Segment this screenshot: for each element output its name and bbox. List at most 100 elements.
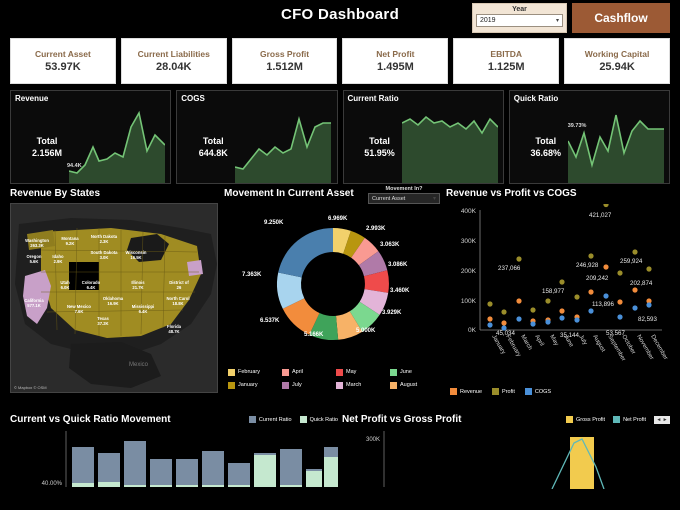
profit-combo-chart[interactable]: 300K bbox=[342, 427, 670, 490]
scatter-svg: 400K 300K 200K 100K 0K bbox=[461, 201, 668, 362]
svg-text:113,896: 113,896 bbox=[592, 301, 614, 308]
legend-label: Gross Profit bbox=[576, 416, 606, 423]
legend-swatch bbox=[336, 368, 343, 376]
sparkline-total-value: 51.95% bbox=[364, 148, 395, 158]
kpi-row: Current Asset 53.97K Current Liabilities… bbox=[0, 38, 680, 84]
legend-item[interactable]: Net Profit bbox=[613, 416, 646, 423]
kpi-card-current-liabilities[interactable]: Current Liabilities 28.04K bbox=[120, 38, 227, 84]
sparkline-total-label: Total bbox=[369, 136, 390, 146]
svg-text:February: February bbox=[504, 334, 521, 358]
map-state-label: North Carol 18.8K bbox=[166, 296, 190, 306]
revenue-profit-cogs-panel: Revenue vs Profit vs COGS 400K 300K 200K… bbox=[446, 188, 668, 410]
svg-text:209,242: 209,242 bbox=[586, 275, 609, 282]
kpi-label: Gross Profit bbox=[260, 49, 310, 59]
svg-text:35,144: 35,144 bbox=[560, 332, 579, 339]
legend-item[interactable]: July bbox=[282, 379, 334, 391]
map-state-label: South Dakota 3.0K bbox=[90, 250, 118, 260]
donut-value-label: 9.250K bbox=[264, 220, 284, 226]
mid-row: Revenue By States bbox=[0, 184, 680, 410]
map-state-label: Wisconsin 16.5K bbox=[125, 250, 147, 260]
sparkline-total: Total 2.156M bbox=[19, 135, 75, 159]
kpi-card-current-asset[interactable]: Current Asset 53.97K bbox=[10, 38, 116, 84]
sparkline-total-label: Total bbox=[36, 136, 58, 146]
legend-item[interactable]: February bbox=[228, 366, 280, 378]
legend-item[interactable]: January bbox=[228, 379, 280, 391]
year-filter[interactable]: Year 2019 ▾ bbox=[472, 3, 567, 33]
map-state-label: Mississippi 6.4K bbox=[131, 304, 155, 314]
svg-text:82,593: 82,593 bbox=[638, 316, 657, 323]
kpi-card-working-capital[interactable]: Working Capital 25.94K bbox=[564, 38, 670, 84]
legend-item[interactable]: May bbox=[336, 366, 388, 378]
kpi-label: EBITDA bbox=[490, 49, 523, 59]
kpi-value: 1.495M bbox=[377, 61, 414, 73]
svg-text:259,924: 259,924 bbox=[620, 258, 643, 265]
donut-chart[interactable]: 9.250K 6.969K 2.993K 3.063K 3.086K 3.460… bbox=[224, 206, 442, 366]
movement-select[interactable]: Current Asset ▾ bbox=[368, 193, 440, 204]
svg-text:400K: 400K bbox=[461, 208, 477, 215]
chart-scroll-button[interactable]: ◄ ► bbox=[654, 415, 670, 424]
sparkline-total-value: 2.156M bbox=[31, 148, 63, 158]
svg-text:April: April bbox=[533, 334, 544, 347]
sparkline-title: COGS bbox=[181, 94, 205, 103]
map-state-label: Oklahoma 16.9K bbox=[102, 296, 124, 306]
kpi-card-ebitda[interactable]: EBITDA 1.125M bbox=[453, 38, 560, 84]
legend-label: Quick Ratio bbox=[309, 416, 338, 423]
donut-title: Movement In Current Asset bbox=[224, 188, 354, 199]
scatter-chart[interactable]: 400K 300K 200K 100K 0K bbox=[446, 201, 668, 384]
legend-item[interactable]: Quick Ratio bbox=[299, 416, 338, 423]
bottom-left-header: Current vs Quick Ratio Movement Current … bbox=[10, 414, 338, 425]
movement-in-current-asset-panel: Movement In Current Asset Movement In? C… bbox=[224, 186, 442, 410]
cashflow-button[interactable]: Cashflow bbox=[572, 3, 670, 33]
svg-text:300K: 300K bbox=[461, 238, 477, 245]
legend-swatch bbox=[566, 416, 574, 423]
legend-label: August bbox=[400, 382, 418, 388]
map-state-label: Oregon 5.6K bbox=[26, 254, 42, 264]
legend-item[interactable]: Revenue bbox=[450, 388, 482, 395]
svg-text:158,977: 158,977 bbox=[542, 288, 565, 295]
legend-item[interactable]: COGS bbox=[524, 388, 551, 395]
map-state-label: District of 26 bbox=[169, 280, 189, 290]
svg-text:May: May bbox=[548, 334, 559, 347]
sparkline-card-revenue[interactable]: Revenue Total 2.156M 94.4K bbox=[10, 90, 172, 184]
ratio-bar-chart[interactable]: 40.00% bbox=[10, 427, 338, 489]
year-select[interactable]: 2019 ▾ bbox=[476, 14, 563, 27]
legend-swatch bbox=[524, 388, 532, 395]
legend-item[interactable]: Profit bbox=[492, 388, 515, 395]
us-revenue-map[interactable]: Washington 263.3K Montana 9.2K North Dakot… bbox=[10, 203, 218, 393]
donut-value-label: 3.086K bbox=[388, 262, 408, 268]
sparkline-total-label: Total bbox=[202, 136, 224, 146]
sparkline-card-quick-ratio[interactable]: Quick Ratio Total 36.68% 39.73% bbox=[508, 90, 670, 184]
legend-swatch bbox=[390, 368, 397, 376]
sparkline-card-current-ratio[interactable]: Current Ratio Total 51.95% bbox=[342, 90, 504, 184]
svg-text:0K: 0K bbox=[468, 327, 477, 334]
year-select-value: 2019 bbox=[480, 17, 496, 24]
legend-item[interactable]: August bbox=[390, 379, 442, 391]
legend-item[interactable]: Current Ratio bbox=[248, 416, 292, 423]
legend-swatch bbox=[492, 388, 500, 395]
legend-item[interactable]: Gross Profit bbox=[566, 416, 605, 423]
map-state-label: Idaho 2.9K bbox=[52, 254, 64, 264]
map-state-label: Montana 9.2K bbox=[61, 236, 79, 246]
sparkline-row: Revenue Total 2.156M 94.4K COGS Total 64… bbox=[0, 84, 680, 184]
bottom-right-title: Net Profit vs Gross Profit bbox=[342, 414, 462, 425]
legend-item[interactable]: June bbox=[390, 366, 442, 378]
map-state-label: Utah 6.0K bbox=[60, 280, 70, 290]
map-state-label: Texas 37.2K bbox=[97, 316, 109, 326]
sparkline-card-cogs[interactable]: COGS Total 644.8K bbox=[176, 90, 338, 184]
bottom-row: Current vs Quick Ratio Movement Current … bbox=[0, 410, 680, 490]
movement-filter-label: Movement In? bbox=[385, 186, 423, 192]
kpi-card-gross-profit[interactable]: Gross Profit 1.512M bbox=[231, 38, 338, 84]
chevron-down-icon: ▾ bbox=[432, 196, 436, 202]
kpi-value: 25.94K bbox=[599, 61, 635, 73]
movement-filter[interactable]: Movement In? Current Asset ▾ bbox=[368, 186, 440, 204]
movement-select-value: Current Asset bbox=[372, 195, 406, 202]
legend-label: Revenue bbox=[460, 388, 483, 395]
legend-item[interactable]: April bbox=[282, 366, 334, 378]
legend-label: Net Profit bbox=[623, 416, 646, 423]
legend-item[interactable]: March bbox=[336, 379, 388, 391]
sparkline-total-label: Total bbox=[535, 136, 557, 146]
legend-label: April bbox=[292, 369, 304, 375]
kpi-card-net-profit[interactable]: Net Profit 1.495M bbox=[342, 38, 449, 84]
svg-text:53,567: 53,567 bbox=[606, 330, 625, 337]
